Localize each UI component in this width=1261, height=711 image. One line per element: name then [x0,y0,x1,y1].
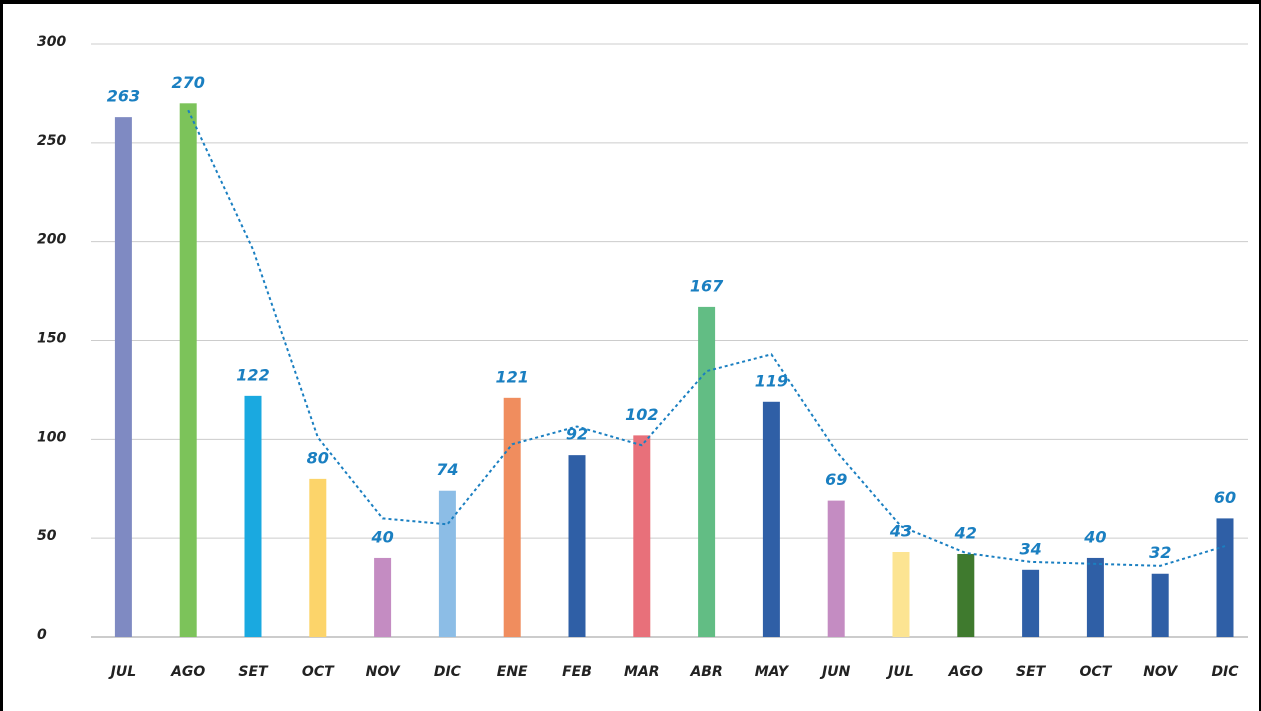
value-label: 42 [954,523,977,542]
value-label: 270 [171,73,204,92]
bar [568,455,586,637]
bar [1216,518,1234,637]
x-tick-label: SET [238,664,269,680]
x-tick-label: JUL [108,664,137,680]
bar [309,478,327,637]
bar [762,401,780,637]
value-label: 80 [307,448,329,467]
value-label: 34 [1019,539,1041,558]
y-tick-label: 200 [37,232,66,248]
bar [633,435,651,637]
x-tick-label: DIC [1211,664,1239,680]
chart: 0 50 100 150 200 250 300 JUL 263 AGO 270 SET 122 OCT 8… [37,34,1248,680]
x-tick-label: ABR [689,664,722,680]
bar [244,395,262,637]
y-tick-label: 0 [37,627,47,643]
value-label: 32 [1149,543,1171,562]
x-tick-label: DIC [434,664,462,680]
bar [827,500,845,637]
x-tick-label: NOV [1143,664,1178,680]
bar [1151,573,1169,637]
value-label: 263 [107,87,140,106]
y-tick-label: 250 [37,133,66,149]
x-tick-label: MAY [755,664,790,680]
bar [698,306,716,637]
value-label: 121 [495,367,528,386]
bar [957,553,975,637]
bar [1086,557,1104,637]
x-tick-label: NOV [366,664,401,680]
x-tick-label: OCT [302,664,335,680]
x-tick-label: MAR [624,664,660,680]
bar [114,117,132,638]
value-label: 102 [625,405,658,424]
bar [179,103,197,638]
value-label: 40 [370,527,393,546]
y-tick-label: 50 [37,528,57,544]
value-label: 40 [1083,527,1106,546]
x-tick-label: AGO [170,664,205,680]
bar [374,557,392,637]
y-tick-label: 150 [37,331,66,347]
value-label: 43 [889,522,912,541]
value-label: 92 [566,425,588,444]
x-tick-label: SET [1016,664,1047,680]
value-label: 122 [236,365,269,384]
x-tick-label: ENE [497,664,528,680]
x-tick-label: AGO [948,664,983,680]
x-tick-label: JUN [819,664,851,680]
bar [503,397,521,637]
trend-line [187,109,1226,567]
y-tick-label: 300 [37,34,66,50]
y-tick-label: 100 [37,429,66,445]
value-label: 167 [690,276,724,295]
value-label: 60 [1214,488,1236,507]
bar [438,490,456,637]
value-label: 74 [436,460,458,479]
x-tick-label: OCT [1080,664,1113,680]
bar [892,552,910,637]
value-label: 69 [825,470,847,489]
x-tick-label: FEB [562,664,592,680]
bar [1022,569,1040,637]
x-tick-label: JUL [885,664,914,680]
value-label: 119 [755,371,788,390]
